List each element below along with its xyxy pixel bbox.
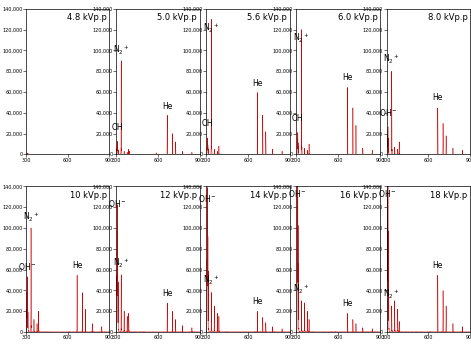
Text: N$_2$$^+$: N$_2$$^+$ <box>23 211 39 224</box>
Text: 10 kVp.p: 10 kVp.p <box>70 191 107 200</box>
Text: OH: OH <box>292 114 304 123</box>
Text: 4.8 kVp.p: 4.8 kVp.p <box>67 13 107 22</box>
Text: OH$^-$: OH$^-$ <box>198 193 217 204</box>
Text: OH$^-$: OH$^-$ <box>288 188 307 199</box>
Text: OH: OH <box>112 122 123 131</box>
Text: OH$^-$: OH$^-$ <box>17 261 36 272</box>
Text: 14 kVp.p: 14 kVp.p <box>250 191 287 200</box>
Text: 5.6 kVp.p: 5.6 kVp.p <box>247 13 287 22</box>
Text: He: He <box>162 102 172 111</box>
Text: He: He <box>72 261 82 269</box>
Text: He: He <box>342 299 353 308</box>
Text: N$_2$$^+$: N$_2$$^+$ <box>113 44 130 57</box>
Text: He: He <box>432 93 443 103</box>
Text: N$_2$$^+$: N$_2$$^+$ <box>383 53 400 66</box>
Text: OH: OH <box>202 119 213 129</box>
Text: 12 kVp.p: 12 kVp.p <box>160 191 197 200</box>
Text: N$_2$$^+$: N$_2$$^+$ <box>203 274 219 287</box>
Text: N$_2$$^+$: N$_2$$^+$ <box>113 256 130 269</box>
Text: N$_2$$^+$: N$_2$$^+$ <box>293 32 310 45</box>
Text: He: He <box>162 289 172 297</box>
Text: 5.0 kVp.p: 5.0 kVp.p <box>157 13 197 22</box>
Text: He: He <box>432 261 443 269</box>
Text: 6.0 kVp.p: 6.0 kVp.p <box>338 13 377 22</box>
Text: 18 kVp.p: 18 kVp.p <box>430 191 468 200</box>
Text: He: He <box>252 297 263 306</box>
Text: N$_2$$^+$: N$_2$$^+$ <box>293 282 310 296</box>
Text: OH$^-$: OH$^-$ <box>108 198 127 209</box>
Text: N$_2$$^+$: N$_2$$^+$ <box>203 22 219 35</box>
Text: OH$^-$: OH$^-$ <box>379 107 398 118</box>
Text: 16 kVp.p: 16 kVp.p <box>340 191 377 200</box>
Text: He: He <box>342 73 353 82</box>
Text: OH$^-$: OH$^-$ <box>378 188 397 199</box>
Text: N$_2$$^+$: N$_2$$^+$ <box>383 288 400 301</box>
Text: He: He <box>252 79 263 88</box>
Text: 8.0 kVp.p: 8.0 kVp.p <box>428 13 468 22</box>
